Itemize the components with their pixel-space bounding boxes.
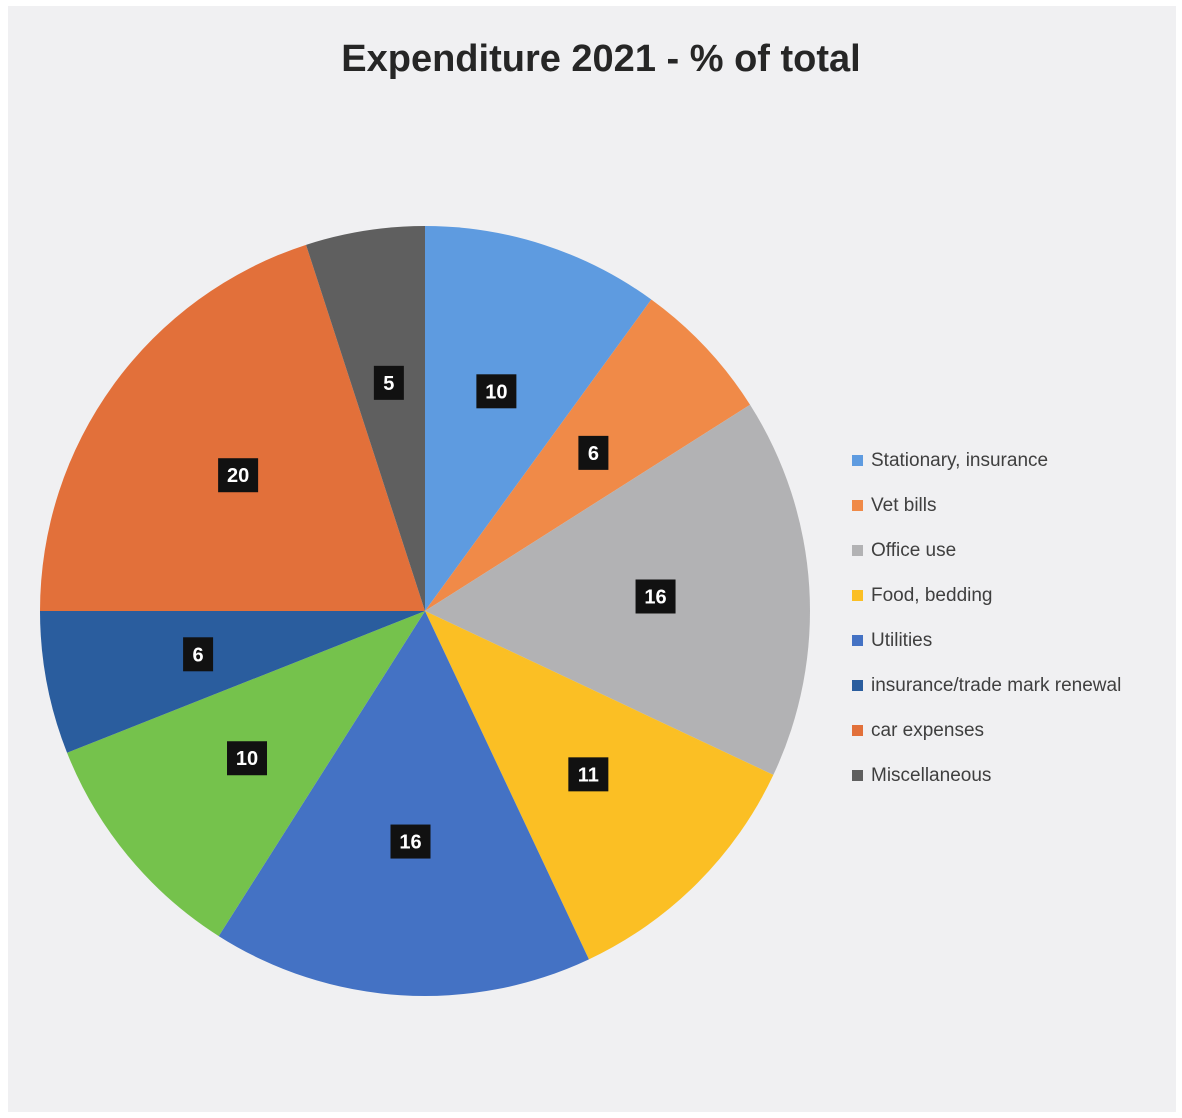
pie-data-label: 6 — [578, 435, 609, 470]
pie-slice-utilities — [218, 611, 589, 996]
legend-swatch — [852, 635, 863, 646]
legend-item: Food, bedding — [852, 573, 1121, 618]
legend-item: Vet bills — [852, 483, 1121, 528]
legend-item: Utilities — [852, 618, 1121, 663]
pie-data-label-background — [568, 757, 609, 792]
legend-item: car expenses — [852, 708, 1121, 753]
legend-swatch — [852, 725, 863, 736]
pie-data-label-background — [183, 637, 214, 672]
pie-data-label-background — [373, 365, 404, 400]
legend-item: Office use — [852, 528, 1121, 573]
pie-data-label-background — [476, 374, 517, 409]
pie-data-label-background — [635, 579, 676, 614]
legend-item: Miscellaneous — [852, 753, 1121, 798]
legend-label: Miscellaneous — [871, 764, 992, 786]
pie-data-label: 10 — [476, 374, 517, 409]
pie-data-label: 5 — [373, 365, 404, 400]
legend-swatch — [852, 680, 863, 691]
chart-legend: Stationary, insurance Vet bills Office use… — [852, 438, 1121, 798]
legend-label: insurance/trade mark renewal — [871, 674, 1122, 696]
pie-data-label-text: 11 — [578, 764, 599, 786]
pie-data-label-text: 6 — [193, 644, 204, 666]
legend-item: insurance/trade mark renewal — [852, 663, 1121, 708]
pie-data-label-text: 6 — [588, 443, 599, 465]
legend-swatch — [852, 545, 863, 556]
pie-data-labels: 10 6 16 11 16 10 6 20 5 — [183, 365, 676, 859]
pie-data-label: 16 — [390, 824, 431, 859]
pie-slice-insurance-trade-mark-renewal — [40, 611, 425, 753]
pie-slices — [40, 226, 810, 996]
legend-label: Food, bedding — [871, 584, 993, 606]
pie-data-label: 10 — [227, 741, 268, 776]
legend-swatch — [852, 770, 863, 781]
chart-title: Expenditure 2021 - % of total — [341, 38, 861, 80]
pie-slice-office-use — [425, 404, 810, 775]
pie-data-label-text: 10 — [236, 748, 258, 770]
pie-data-label: 6 — [183, 637, 214, 672]
pie-data-label-text: 16 — [644, 586, 666, 608]
legend-label: Stationary, insurance — [871, 449, 1049, 471]
legend-swatch — [852, 500, 863, 511]
legend-item: Stationary, insurance — [852, 438, 1121, 483]
pie-data-label-text: 5 — [383, 373, 394, 395]
legend-label: Vet bills — [871, 494, 937, 516]
pie-data-label-text: 20 — [227, 465, 249, 487]
legend-swatch — [852, 455, 863, 466]
legend-swatch — [852, 590, 863, 601]
pie-data-label-background — [578, 435, 609, 470]
pie-slice-car-expenses — [40, 244, 425, 611]
pie-data-label: 20 — [218, 458, 259, 493]
legend-label: Office use — [871, 539, 957, 561]
pie-data-label-background — [218, 458, 259, 493]
legend-label: Utilities — [871, 629, 933, 651]
pie-data-label: 16 — [635, 579, 676, 614]
pie-slice-miscellaneous — [306, 226, 425, 611]
pie-data-label-background — [390, 824, 431, 859]
pie-data-label-text: 10 — [485, 381, 507, 403]
legend-label: car expenses — [871, 719, 985, 741]
pie-data-label: 11 — [568, 757, 609, 792]
pie-slice-stationary-insurance — [425, 226, 652, 611]
pie-data-label-text: 16 — [399, 832, 421, 854]
pie-data-label-background — [227, 741, 268, 776]
